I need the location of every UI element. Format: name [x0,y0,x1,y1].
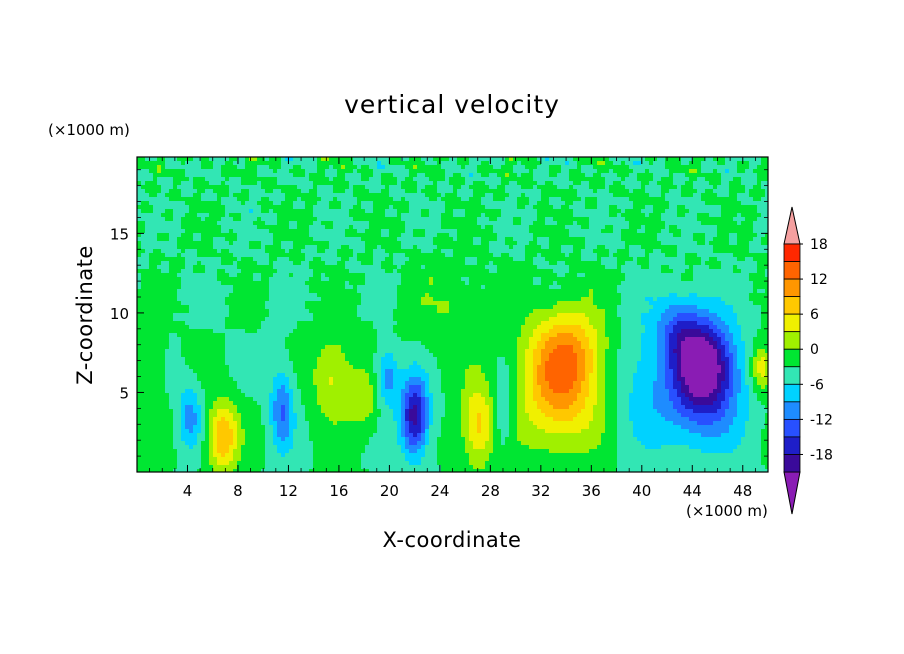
y-tick-label: 5 [119,384,129,402]
colorbar-tick-label: -12 [810,412,833,428]
colorbar-box [783,383,801,403]
colorbar-max-arrow [783,206,801,245]
colorbar-tick-label: -18 [810,447,833,463]
colorbar-tick-label: 6 [810,307,819,323]
y-ticks: 5 10 15 [110,169,768,457]
colorbar-box [783,313,801,333]
x-ticks: 4 8 12 16 20 24 28 32 36 40 44 48 [149,157,756,500]
colorbar-min-arrow [783,471,801,515]
x-tick-label: 28 [481,482,500,500]
colorbar-box [783,366,801,385]
x-tick-label: 16 [329,482,348,500]
colorbar-box [783,436,801,455]
x-tick-label: 12 [279,482,298,500]
x-tick-label: 24 [430,482,449,500]
x-tick-label: 40 [632,482,651,500]
colorbar-box [783,454,801,473]
x-tick-label: 32 [531,482,550,500]
y-axis-label: Z-coordinate [73,245,97,385]
colorbar: 18 12 6 0 -6 -12 -18 [783,206,833,515]
y-tick-label: 15 [110,225,129,243]
colorbar-box [783,418,801,438]
colorbar-tick-label: -6 [810,377,824,393]
x-tick-label: 36 [582,482,601,500]
y-tick-label: 10 [110,305,129,323]
colorbar-box [783,348,801,368]
colorbar-box [783,243,801,262]
colorbar-box [783,401,801,420]
x-tick-label: 4 [183,482,193,500]
chart-title: vertical velocity [344,90,560,119]
colorbar-box [783,296,801,315]
x-tick-label: 48 [733,482,752,500]
x-axis-label: X-coordinate [383,528,522,552]
x-unit-label: (×1000 m) [686,502,768,520]
x-tick-label: 44 [683,482,702,500]
colorbar-box [783,261,801,280]
colorbar-tick-label: 18 [810,237,828,253]
colorbar-tick-label: 12 [810,272,828,288]
colorbar-box [783,278,801,298]
colorbar-tick-label: 0 [810,342,819,358]
x-tick-label: 8 [233,482,243,500]
contour-field [137,157,768,472]
y-unit-label: (×1000 m) [48,121,130,139]
x-tick-label: 20 [380,482,399,500]
colorbar-box [783,331,801,350]
